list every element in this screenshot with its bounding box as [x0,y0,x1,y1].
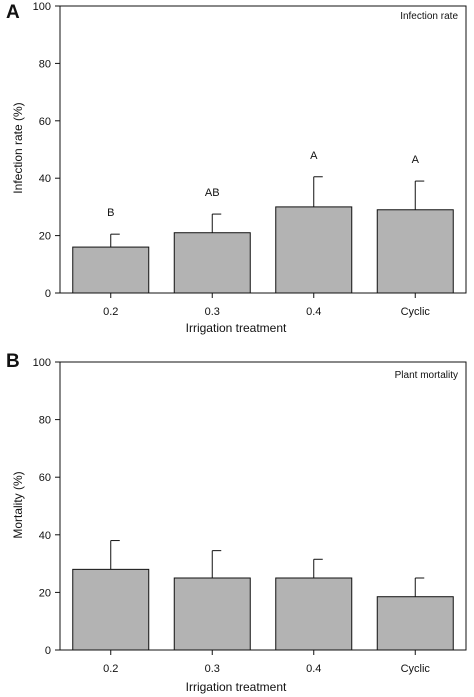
panel-a-x-axis-title: Irrigation treatment [186,321,287,335]
panel-b-x-tick-label: 0.4 [306,663,321,675]
panel-a-x-tick-label: Cyclic [401,306,431,318]
panel-a-bar [275,206,353,294]
panel-b-x-tick-label: 0.3 [205,663,220,675]
panel-a-plot-frame [59,5,467,294]
panel-b-bar [72,568,150,651]
panel-b-bar [376,596,454,651]
panel-a-y-tick-label: 0 [45,288,51,300]
panel-a-letter: A [6,2,20,23]
panel-a-y-axis-title: Infection rate (%) [11,102,25,193]
panel-a: A Infection rate Irrigation treatment In… [6,1,467,335]
panel-a-significance-label: B [107,207,114,219]
panel-b-y-tick-label: 60 [39,472,51,484]
panel-a-y-tick-label: 40 [39,173,51,185]
panel-a-x-tick-label: 0.3 [205,306,220,318]
panel-b-y-tick-label: 20 [39,587,51,599]
panel-a-x-tick-label: 0.4 [306,306,321,318]
panel-a-x-tick-label: 0.2 [103,306,118,318]
panel-b-y-tick-label: 40 [39,530,51,542]
panel-a-bar [173,232,251,294]
panel-a-significance-label: A [412,154,420,166]
panel-a-significance-label: A [310,150,318,162]
panel-a-y-tick-label: 80 [39,58,51,70]
panel-b: B Plant mortality Irrigation treatment M… [6,351,467,694]
panel-b-annotation: Plant mortality [395,370,458,381]
panel-b-y-tick-label: 0 [45,645,51,657]
panel-b-y-axis-title: Mortality (%) [11,471,25,538]
panel-a-annotation: Infection rate [400,11,458,22]
panel-a-y-tick-label: 20 [39,231,51,243]
panel-b-x-tick-label: Cyclic [401,663,431,675]
panel-a-bar [376,209,454,294]
panel-b-bar [275,577,353,651]
panel-b-bar [173,577,251,651]
panel-b-x-tick-label: 0.2 [103,663,118,675]
panel-b-x-axis-title: Irrigation treatment [186,680,287,694]
panel-a-y-tick-label: 60 [39,116,51,128]
panel-a-bar [72,246,150,294]
panel-b-plot-frame [59,361,467,651]
panel-a-significance-label: AB [205,187,220,199]
panel-b-letter: B [6,351,20,372]
panel-b-y-tick-label: 100 [33,357,51,369]
panel-a-y-tick-label: 100 [33,1,51,13]
panel-b-y-tick-label: 80 [39,415,51,427]
